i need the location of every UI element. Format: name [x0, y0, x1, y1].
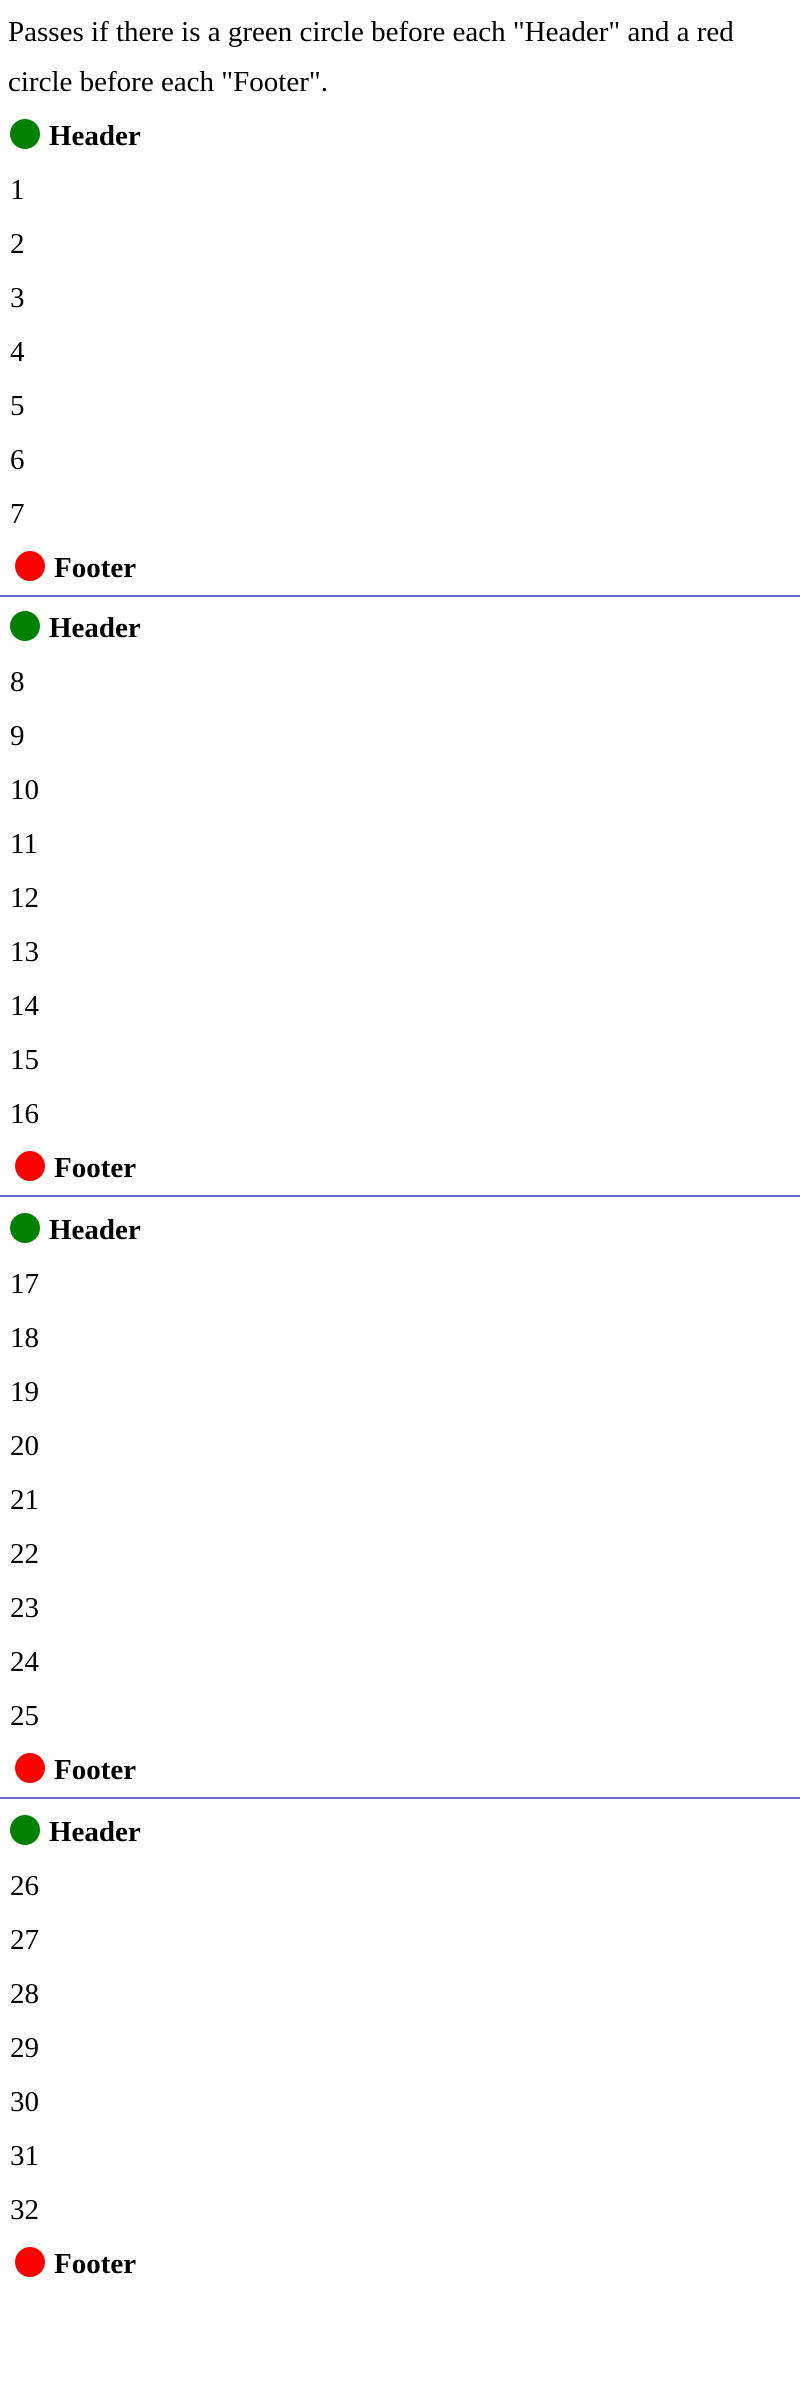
red-circle-icon	[15, 1151, 45, 1181]
page-footer: Footer	[0, 1743, 800, 1797]
red-circle-icon	[15, 2247, 45, 2277]
page-header: Header	[0, 1203, 800, 1257]
list-item: 19	[10, 1376, 39, 1408]
page-header: Header	[0, 601, 800, 655]
red-circle-icon	[15, 1753, 45, 1783]
footer-label: Footer	[54, 1754, 137, 1786]
list-item: 22	[10, 1538, 39, 1570]
list-item: 20	[10, 1430, 39, 1462]
header-label: Header	[49, 1214, 141, 1246]
list-item: 8	[10, 666, 25, 698]
footer-label: Footer	[54, 552, 137, 584]
list-item: 17	[10, 1268, 39, 1300]
footer-label: Footer	[54, 1152, 137, 1184]
list-item: 18	[10, 1322, 39, 1354]
red-circle-icon	[15, 551, 45, 581]
list-item: 12	[10, 882, 39, 914]
list-item: 14	[10, 990, 39, 1022]
list-item: 7	[10, 498, 25, 530]
page-footer: Footer	[0, 2237, 800, 2291]
list-item: 13	[10, 936, 39, 968]
list-item: 4	[10, 336, 25, 368]
page-footer: Footer	[0, 1141, 800, 1195]
green-circle-icon	[10, 1815, 40, 1845]
list-item: 28	[10, 1978, 39, 2010]
list-item: 26	[10, 1870, 39, 1902]
list-item: 16	[10, 1098, 39, 1130]
list-item: 1	[10, 174, 25, 206]
page-4: Header 26 27 28 29 30 31 32 Footer	[0, 1805, 800, 2291]
list-item: 10	[10, 774, 39, 806]
page-footer: Footer	[0, 541, 800, 595]
page-1: Header 1 2 3 4 5 6 7 Footer	[0, 109, 800, 597]
page-3: Header 17 18 19 20 21 22 23 24 25 Footer	[0, 1203, 800, 1799]
header-label: Header	[49, 1816, 141, 1848]
list-item: 30	[10, 2086, 39, 2118]
list-item: 23	[10, 1592, 39, 1624]
list-item: 5	[10, 390, 25, 422]
green-circle-icon	[10, 1213, 40, 1243]
list-item: 21	[10, 1484, 39, 1516]
page-2: Header 8 9 10 11 12 13 14 15 16 Footer	[0, 601, 800, 1197]
list-item: 2	[10, 228, 25, 260]
green-circle-icon	[10, 611, 40, 641]
page-header: Header	[0, 109, 800, 163]
list-item: 25	[10, 1700, 39, 1732]
list-item: 3	[10, 282, 25, 314]
list-item: 32	[10, 2194, 39, 2226]
list-item: 9	[10, 720, 25, 752]
list-item: 29	[10, 2032, 39, 2064]
list-item: 11	[10, 828, 38, 860]
header-label: Header	[49, 120, 141, 152]
list-item: 31	[10, 2140, 39, 2172]
footer-label: Footer	[54, 2248, 137, 2280]
page-header: Header	[0, 1805, 800, 1859]
header-label: Header	[49, 612, 141, 644]
list-item: 24	[10, 1646, 39, 1678]
green-circle-icon	[10, 119, 40, 149]
list-item: 27	[10, 1924, 39, 1956]
list-item: 6	[10, 444, 25, 476]
intro-text: Passes if there is a green circle before…	[8, 16, 734, 98]
list-item: 15	[10, 1044, 39, 1076]
